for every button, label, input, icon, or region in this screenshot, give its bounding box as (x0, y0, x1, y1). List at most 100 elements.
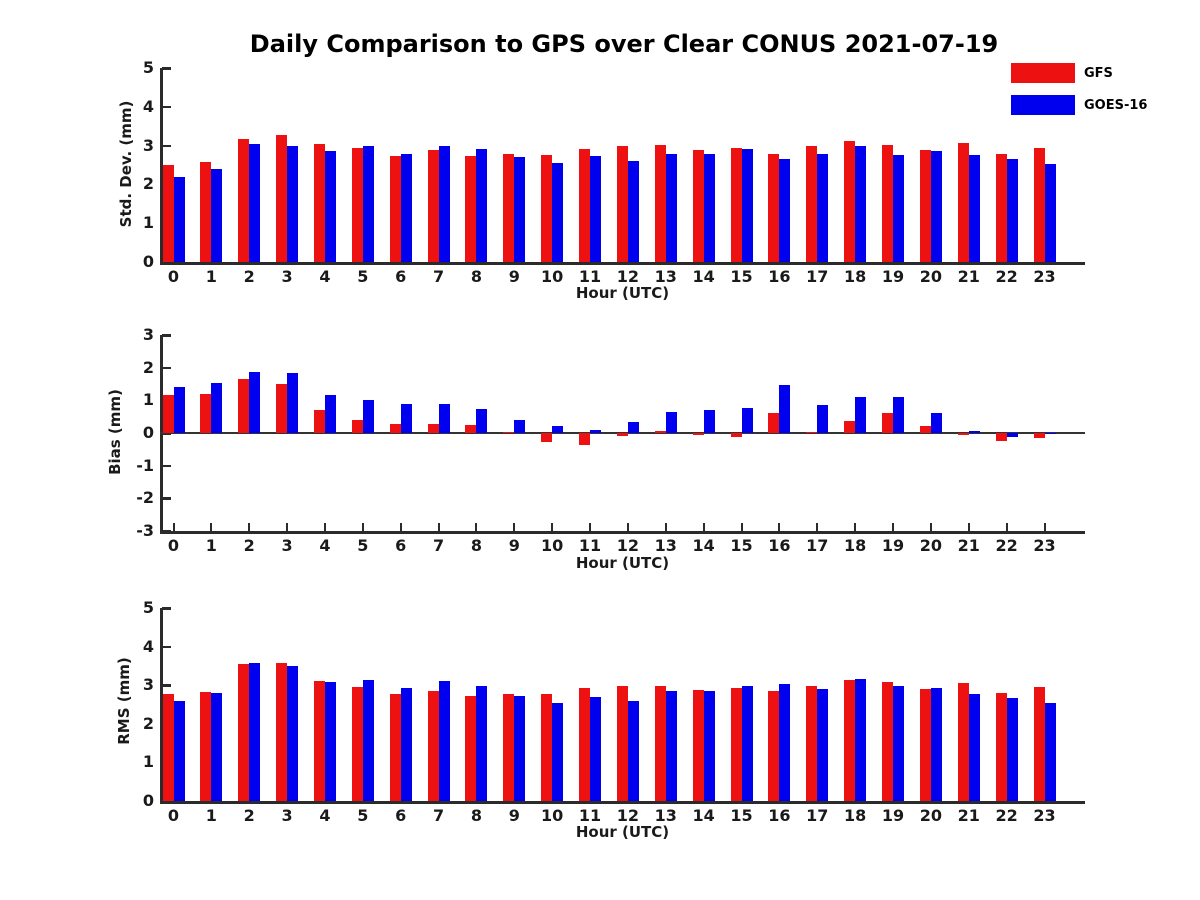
bar-gfs-hour-1 (200, 691, 212, 801)
bar-gfs-hour-3 (276, 384, 288, 433)
x-tick-label: 2 (243, 536, 255, 555)
bar-goes-16-hour-8 (476, 408, 488, 433)
bar-gfs-hour-8 (465, 156, 477, 262)
x-tick-mark (172, 523, 175, 531)
bar-goes-16-hour-0 (173, 700, 185, 801)
y-tick-mark (162, 497, 171, 500)
x-tick-mark (740, 523, 743, 531)
bar-goes-16-hour-8 (476, 149, 488, 262)
x-tick-mark (778, 523, 781, 531)
bar-gfs-hour-10 (541, 433, 553, 443)
x-tick-mark (929, 523, 932, 531)
goes16-legend-label: GOES-16 (1084, 97, 1148, 113)
bar-gfs-hour-20 (919, 426, 931, 433)
bar-gfs-hour-22 (995, 433, 1007, 442)
bar-gfs-hour-20 (919, 688, 931, 801)
bar-gfs-hour-13 (654, 145, 666, 262)
y-tick-label: 0 (142, 423, 154, 442)
bar-goes-16-hour-21 (968, 693, 980, 801)
x-tick-mark (664, 523, 667, 531)
bar-gfs-hour-15 (730, 433, 742, 437)
y-tick-mark (162, 432, 171, 435)
bar-gfs-hour-11 (579, 433, 591, 446)
bar-gfs-hour-19 (882, 413, 894, 433)
bar-goes-16-hour-4 (324, 682, 336, 801)
chart-title: Daily Comparison to GPS over Clear CONUS… (249, 30, 999, 58)
bar-gfs-hour-1 (200, 162, 212, 262)
bar-gfs-hour-2 (238, 379, 250, 433)
x-tick-mark (702, 523, 705, 531)
y-tick-mark (162, 800, 171, 803)
bar-goes-16-hour-12 (627, 160, 639, 262)
x-tick-mark (1005, 523, 1008, 531)
bar-gfs-hour-6 (389, 423, 401, 433)
legend-item-goes16: GOES-16 (1011, 95, 1147, 115)
x-tick-mark (892, 523, 895, 531)
bar-goes-16-hour-21 (968, 155, 980, 262)
bar-goes-16-hour-2 (249, 662, 261, 801)
bar-gfs-hour-9 (503, 432, 515, 433)
bar-gfs-hour-15 (730, 687, 742, 801)
bar-gfs-hour-16 (768, 690, 780, 801)
y-axis-line (160, 608, 163, 804)
x-tick-label: 15 (730, 536, 753, 555)
y-tick-mark (162, 722, 171, 726)
bar-gfs-hour-18 (844, 679, 856, 801)
x-tick-label: 0 (167, 536, 180, 555)
bar-goes-16-hour-13 (665, 153, 677, 262)
bar-goes-16-hour-20 (930, 151, 942, 262)
bar-goes-16-hour-13 (665, 411, 677, 433)
zero-line (160, 432, 1085, 434)
bar-gfs-hour-10 (541, 694, 553, 801)
bar-goes-16-hour-22 (1006, 158, 1018, 262)
x-tick-label: 17 (806, 536, 829, 555)
x-axis-line (160, 801, 1085, 804)
bar-gfs-hour-12 (616, 145, 628, 262)
bar-goes-16-hour-5 (362, 145, 374, 262)
bar-gfs-hour-4 (313, 410, 325, 433)
x-tick-label: 11 (578, 536, 602, 555)
bar-gfs-hour-7 (427, 423, 439, 433)
x-tick-label: 13 (654, 536, 677, 555)
bar-goes-16-hour-3 (287, 665, 299, 801)
x-tick-mark (399, 523, 402, 531)
bar-goes-16-hour-20 (930, 688, 942, 801)
bar-gfs-hour-22 (995, 692, 1007, 801)
bar-goes-16-hour-7 (438, 681, 450, 801)
x-tick-label: 8 (470, 536, 483, 555)
bar-goes-16-hour-19 (893, 154, 905, 262)
bar-gfs-hour-8 (465, 424, 477, 433)
bar-goes-16-hour-5 (362, 400, 374, 433)
bar-goes-16-hour-0 (173, 176, 185, 262)
x-tick-mark (854, 523, 857, 531)
bar-gfs-hour-13 (654, 431, 666, 433)
x-axis-line (160, 262, 1085, 265)
bar-goes-16-hour-17 (817, 689, 829, 801)
x-tick-mark (589, 523, 592, 531)
stddev-x-axis-label: Hour (UTC) (575, 284, 670, 302)
bar-gfs-hour-12 (616, 433, 628, 437)
bar-gfs-hour-18 (844, 421, 856, 433)
x-tick-label: 16 (768, 536, 791, 555)
x-tick-label: 18 (844, 536, 867, 555)
x-tick-label: 4 (319, 536, 331, 555)
bar-goes-16-hour-15 (741, 408, 753, 433)
gfs-legend-label: GFS (1084, 65, 1113, 81)
bar-goes-16-hour-5 (362, 680, 374, 801)
bar-goes-16-hour-15 (741, 149, 753, 262)
bar-goes-16-hour-1 (211, 168, 223, 262)
y-tick-label: -2 (136, 488, 154, 508)
x-tick-mark (816, 523, 819, 531)
bar-goes-16-hour-23 (1044, 703, 1056, 801)
bar-gfs-hour-3 (276, 662, 288, 801)
x-tick-label: 14 (692, 536, 715, 555)
y-tick-mark (162, 366, 171, 370)
bar-gfs-hour-7 (427, 690, 439, 801)
bar-goes-16-hour-8 (476, 686, 488, 801)
x-tick-mark (1043, 523, 1046, 531)
bar-goes-16-hour-3 (287, 145, 299, 262)
y-tick-mark (162, 607, 171, 610)
bar-goes-16-hour-7 (438, 404, 450, 433)
bar-gfs-hour-20 (919, 150, 931, 262)
